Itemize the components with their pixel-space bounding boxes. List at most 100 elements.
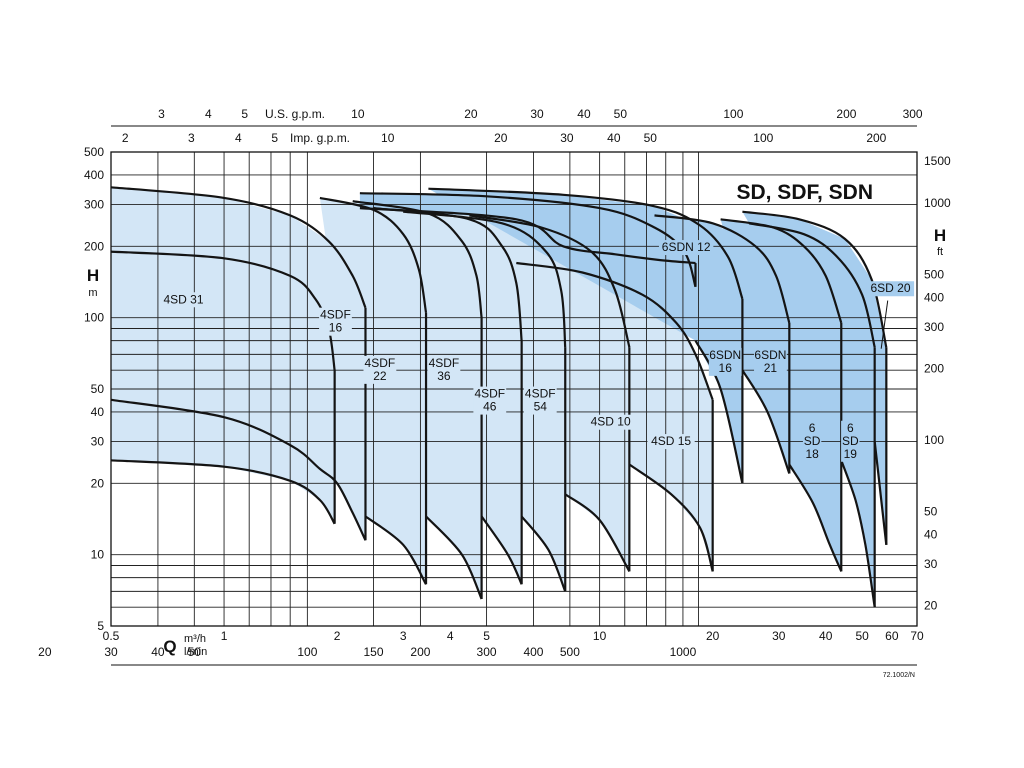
x-tick-label-impgpm: 10	[381, 131, 395, 145]
series-curve-bottom	[788, 463, 843, 572]
plot-frame	[110, 151, 918, 627]
x-axis-unit-lmin: l/min	[184, 646, 207, 658]
series-label-bg	[363, 355, 397, 384]
x-tick-label-usgpm: 3	[158, 107, 165, 121]
series-curve-bottom	[359, 207, 696, 265]
x-tick-label-impgpm: 100	[753, 131, 773, 145]
series-label-bg	[708, 347, 742, 376]
series-label: 21	[764, 361, 778, 375]
x-tick-label-lmin: 50	[188, 645, 202, 659]
series-label: 16	[719, 361, 733, 375]
x-tick-label-usgpm: 40	[577, 107, 591, 121]
series-label-bg	[319, 307, 352, 336]
x-tick-label-m3h: 1	[221, 629, 228, 643]
series-curve-top	[403, 210, 567, 348]
x-tick-label-impgpm: 4	[235, 131, 242, 145]
series-labels: 4SD 314SDF164SDF224SDF364SDF464SDF544SD …	[159, 240, 915, 462]
x-tick-label-impgpm: 3	[188, 131, 195, 145]
x-tick-label-lmin: 200	[410, 645, 430, 659]
series-label: 16	[329, 321, 343, 335]
x-tick-label-m3h: 3	[400, 629, 407, 643]
series-label: 4SD 31	[164, 292, 204, 306]
series-label-bg	[647, 434, 695, 450]
series-label: 22	[373, 369, 387, 383]
y-tick-label-m: 500	[84, 145, 104, 159]
axes	[110, 125, 918, 666]
x-tick-label-usgpm: 30	[530, 107, 544, 121]
y-tick-label-m: 200	[84, 239, 104, 253]
series-curve-bottom	[628, 463, 714, 572]
series-label: 19	[844, 447, 858, 461]
series-label-bg	[523, 386, 557, 415]
series-label: SD	[842, 434, 859, 448]
series-label: 36	[437, 369, 451, 383]
usgpm-axis-label: U.S. g.p.m.	[265, 107, 325, 121]
x-tick-label-lmin: 40	[151, 645, 165, 659]
x-tick-label-impgpm: 50	[644, 131, 658, 145]
x-tick-label-usgpm: 10	[351, 107, 365, 121]
series-label: 18	[805, 447, 819, 461]
y-tick-label-m: 50	[91, 382, 105, 396]
y-tick-label-m: 300	[84, 198, 104, 212]
x-tick-label-lmin: 30	[104, 645, 118, 659]
y-tick-label-ft: 1500	[924, 154, 951, 168]
x-tick-label-m3h: 10	[593, 629, 607, 643]
series-label: 54	[534, 400, 548, 414]
y-tick-label-m: 30	[91, 435, 105, 449]
series-curve-top	[654, 214, 791, 324]
x-tick-label-m3h: 2	[334, 629, 341, 643]
series-label-bg	[802, 420, 822, 462]
x-tick-label-lmin: 150	[363, 645, 383, 659]
x-tick-label-impgpm: 40	[607, 131, 621, 145]
series-label-bg	[427, 355, 461, 384]
series-label: 4SDF	[429, 356, 460, 370]
series-label: 6SDN	[709, 348, 741, 362]
y-tick-label-ft: 20	[924, 599, 938, 613]
x-tick-label-usgpm: 20	[464, 107, 478, 121]
y-tick-label-ft: 1000	[924, 196, 951, 210]
series-curve-bottom	[840, 459, 876, 608]
x-tick-label-usgpm: 300	[903, 107, 923, 121]
x-tick-label-m3h: 5	[483, 629, 490, 643]
series-curve-bottom	[741, 369, 791, 474]
x-tick-label-impgpm: 5	[271, 131, 278, 145]
series-label: 4SDF	[525, 387, 556, 401]
x-tick-label-impgpm: 20	[494, 131, 508, 145]
series-label: SD	[804, 434, 821, 448]
y-axis-label-right: H	[934, 226, 946, 245]
y-tick-label-m: 100	[84, 311, 104, 325]
series-curve-bottom	[364, 515, 427, 585]
series-curve-bottom	[873, 441, 888, 545]
impgpm-axis-label: Imp. g.p.m.	[290, 131, 350, 145]
series-label: 4SD 15	[651, 434, 691, 448]
x-tick-label-m3h: 4	[447, 629, 454, 643]
x-axis-unit-m3h: m³/h	[184, 633, 206, 645]
series-label-leader	[880, 300, 889, 349]
x-tick-label-impgpm: 2	[122, 131, 129, 145]
series-curve-top	[742, 210, 888, 348]
x-tick-label-m3h: 70	[910, 629, 924, 643]
x-tick-label-impgpm: 30	[560, 131, 574, 145]
chart-title: SD, SDF, SDN	[736, 181, 873, 204]
series-label-bg	[473, 386, 507, 415]
y-tick-label-m: 400	[84, 168, 104, 182]
y-axis-unit-right: ft	[937, 246, 943, 258]
x-tick-label-lmin: 100	[297, 645, 317, 659]
series-curve-top	[110, 186, 367, 309]
x-tick-label-lmin: 1000	[670, 645, 697, 659]
x-tick-label-m3h: 20	[706, 629, 720, 643]
x-tick-label-lmin: 400	[523, 645, 543, 659]
series-label: 46	[483, 400, 497, 414]
x-tick-label-usgpm: 100	[723, 107, 743, 121]
x-axis-label: Q	[163, 637, 176, 656]
series-curve-bottom	[480, 515, 523, 585]
series-curve-bottom	[110, 398, 367, 541]
series-label: 4SD 10	[591, 415, 631, 429]
series-curve-bottom	[110, 459, 336, 525]
y-tick-label-m: 5	[97, 619, 104, 633]
tick-labels: 0.51234510203040506070102030405010015020…	[38, 107, 951, 659]
series-label-bg	[587, 414, 635, 430]
x-tick-label-lmin: 300	[477, 645, 497, 659]
series-label-bg	[754, 347, 787, 376]
